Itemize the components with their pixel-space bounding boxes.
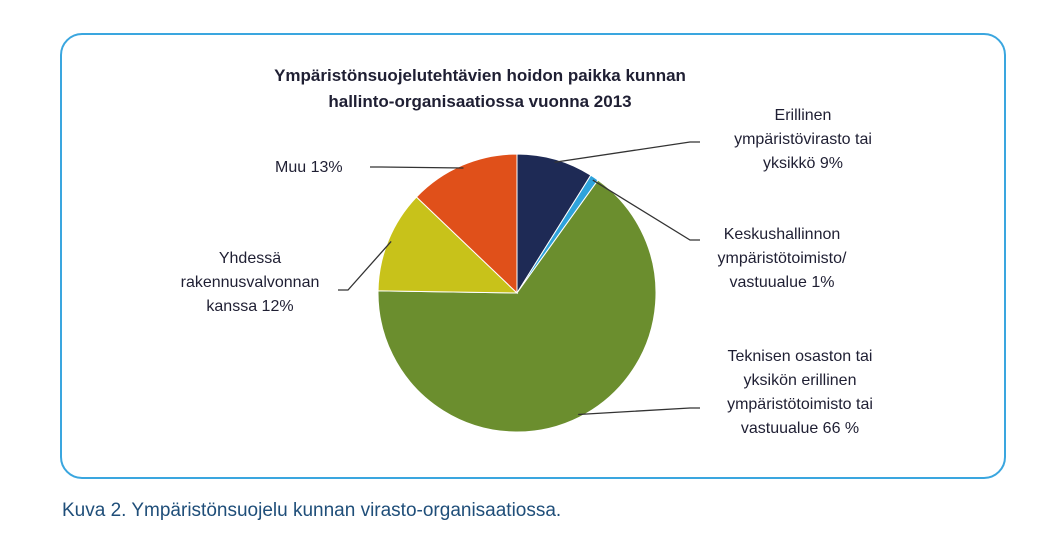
slice-label-muu-line-1: Muu 13% [275,159,343,176]
chart-title-line-1: Ympäristönsuojelutehtävien hoidon paikka… [274,66,686,85]
chart-frame [60,33,1006,479]
chart-title: Ympäristönsuojelutehtävien hoidon paikka… [200,63,760,115]
leader-line-4 [370,166,464,169]
slice-label-teknisen-line-3: ympäristötoimisto tai [727,396,873,413]
figure-caption: Kuva 2. Ympäristönsuojelu kunnan virasto… [62,500,562,521]
leader-line-2 [578,407,700,416]
slice-label-keskushallinnon: Keskushallinnon ympäristötoimisto/ vastu… [692,223,872,295]
leader-line-1 [592,179,700,241]
pie-slice-4 [415,153,518,295]
slice-label-erillinen-line-2: ympäristövirasto tai [734,131,872,148]
leader-line-0 [554,141,700,163]
slice-label-keskushallinnon-line-3: vastuualue 1% [729,274,835,291]
slice-label-muu: Muu 13% [275,156,343,180]
pie-slice-3 [377,196,519,294]
slice-label-teknisen-line-4: vastuualue 66 % [740,420,860,437]
leader-line-3 [338,241,392,291]
chart-title-line-2: hallinto-organisaatiossa vuonna 2013 [328,92,632,111]
pie-slice-2 [377,179,657,433]
slice-label-teknisen: Teknisen osaston tai yksikön erillinen y… [700,345,900,441]
slice-label-yhdessa: Yhdessä rakennusvalvonnan kanssa 12% [150,247,350,319]
slice-label-yhdessa-line-2: rakennusvalvonnan [180,274,320,291]
slice-label-erillinen: Erillinen ympäristövirasto tai yksikkö 9… [703,104,903,176]
slice-label-teknisen-line-1: Teknisen osaston tai [727,348,873,365]
slice-label-keskushallinnon-line-1: Keskushallinnon [723,226,841,243]
slice-label-teknisen-line-2: yksikön erillinen [743,372,857,389]
slice-label-keskushallinnon-line-2: ympäristötoimisto/ [717,250,847,267]
slice-label-yhdessa-line-1: Yhdessä [218,250,282,267]
slice-label-erillinen-line-3: yksikkö 9% [762,155,844,172]
slice-label-erillinen-line-1: Erillinen [774,107,832,124]
slice-label-yhdessa-line-3: kanssa 12% [206,298,294,315]
